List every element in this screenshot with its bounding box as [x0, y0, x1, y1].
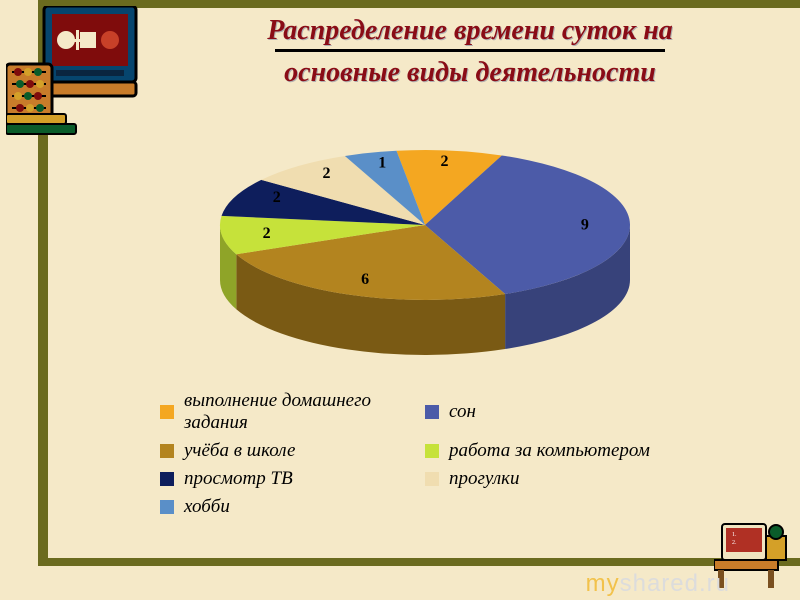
- watermark: myshared.ru: [586, 570, 730, 598]
- legend-label: учёба в школе: [184, 440, 295, 462]
- title-line1: Распределение времени суток на: [267, 15, 673, 46]
- legend-label: сон: [449, 401, 476, 423]
- legend-swatch: [425, 444, 439, 458]
- page-title: Распределение времени суток на основные …: [170, 14, 770, 89]
- pie-chart: 2 9 6 2 2 2 1: [190, 115, 660, 365]
- svg-text:2: 2: [440, 153, 448, 170]
- clipart-computer: [6, 6, 146, 136]
- legend-item: сон: [425, 390, 690, 434]
- legend-swatch: [160, 472, 174, 486]
- legend-swatch: [425, 405, 439, 419]
- svg-text:6: 6: [361, 271, 369, 288]
- legend-swatch: [425, 472, 439, 486]
- legend-label: хобби: [184, 496, 230, 518]
- watermark-my: my: [586, 570, 620, 597]
- legend-swatch: [160, 500, 174, 514]
- legend-label: просмотр ТВ: [184, 468, 293, 490]
- legend-item: прогулки: [425, 468, 690, 490]
- svg-text:2.: 2.: [732, 540, 737, 546]
- legend: выполнение домашнего задания сон учёба в ш…: [160, 390, 690, 524]
- svg-text:2: 2: [323, 165, 331, 182]
- legend-label: прогулки: [449, 468, 520, 490]
- svg-text:2: 2: [263, 225, 271, 242]
- legend-item: [425, 496, 690, 518]
- svg-text:1: 1: [378, 155, 386, 172]
- watermark-rest: shared.ru: [620, 570, 730, 597]
- legend-item: учёба в школе: [160, 440, 425, 462]
- title-line2: основные виды деятельности: [284, 57, 656, 88]
- legend-swatch: [160, 405, 174, 419]
- legend-swatch: [160, 444, 174, 458]
- legend-item: хобби: [160, 496, 425, 518]
- legend-label: работа за компьютером: [449, 440, 650, 462]
- legend-item: просмотр ТВ: [160, 468, 425, 490]
- frame-top: [38, 0, 800, 8]
- svg-text:9: 9: [581, 216, 589, 233]
- legend-item: выполнение домашнего задания: [160, 390, 425, 434]
- legend-item: работа за компьютером: [425, 440, 690, 462]
- frame-bottom: [38, 558, 800, 566]
- svg-text:2: 2: [273, 189, 281, 206]
- svg-text:1.: 1.: [732, 532, 737, 538]
- legend-label: выполнение домашнего задания: [184, 390, 425, 434]
